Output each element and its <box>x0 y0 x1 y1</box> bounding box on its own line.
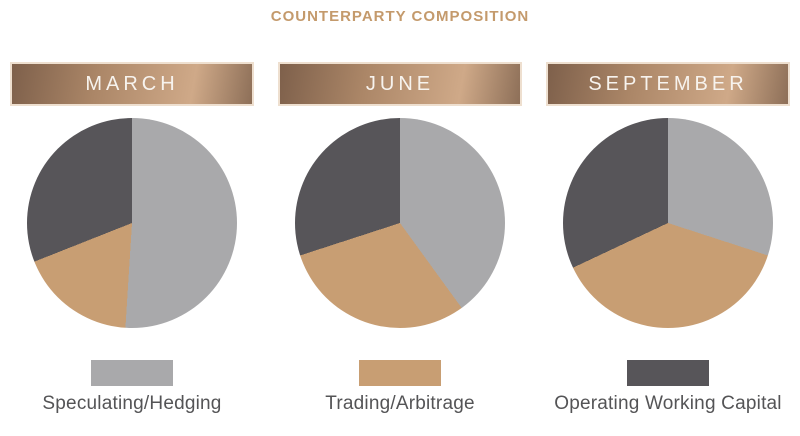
page-title: COUNTERPARTY COMPOSITION <box>270 8 530 25</box>
month-column-september: SEPTEMBER <box>546 62 790 328</box>
pie-chart-june <box>295 118 505 328</box>
legend-swatch-trading <box>359 360 441 386</box>
month-header-label: MARCH <box>85 72 179 95</box>
legend-label: Trading/Arbitrage <box>325 393 475 414</box>
month-header-june: JUNE <box>278 62 522 106</box>
month-column-march: MARCH <box>10 62 254 328</box>
legend-swatch-operating <box>627 360 709 386</box>
month-header-september: SEPTEMBER <box>546 62 790 106</box>
legend-item: Operating Working Capital <box>546 360 790 415</box>
legend-item: Trading/Arbitrage <box>278 360 522 415</box>
legend-item: Speculating/Hedging <box>10 360 254 415</box>
legend-label: Operating Working Capital <box>554 393 782 414</box>
month-column-june: JUNE <box>278 62 522 328</box>
chart-columns: MARCH JUNE SEPTEMBER <box>10 62 790 328</box>
month-header-label: SEPTEMBER <box>588 72 748 95</box>
month-header-label: JUNE <box>365 72 435 95</box>
pie-chart-september <box>563 118 773 328</box>
month-header-march: MARCH <box>10 62 254 106</box>
legend-swatch-speculating <box>91 360 173 386</box>
legend: Speculating/Hedging Trading/Arbitrage Op… <box>10 360 790 415</box>
legend-label: Speculating/Hedging <box>42 393 222 414</box>
pie-chart-march <box>27 118 237 328</box>
